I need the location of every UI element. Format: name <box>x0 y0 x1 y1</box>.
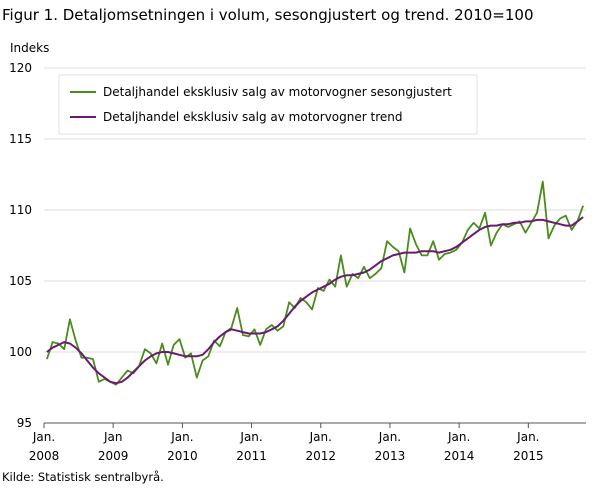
legend: Detaljhandel eksklusiv salg av motorvogn… <box>58 74 478 135</box>
gridlines <box>44 67 586 424</box>
x-tick-label-year: 2012 <box>305 449 336 463</box>
y-tick-label: 110 <box>9 203 32 217</box>
source-note: Kilde: Statistisk sentralbyrå. <box>2 470 164 484</box>
x-tick-label-month: Jan. <box>378 430 401 444</box>
legend-label-seasonal: Detaljhandel eksklusiv salg av motorvogn… <box>103 85 452 99</box>
y-tick-label: 95 <box>17 416 32 430</box>
x-tick-label-year: 2010 <box>167 449 198 463</box>
x-tick-label-month: Jan. <box>447 430 470 444</box>
x-tick-label-month: Jan. <box>309 430 332 444</box>
x-tick-label-year: 2008 <box>29 449 60 463</box>
x-tick-label-year: 2011 <box>236 449 267 463</box>
y-axis-unit-label: Indeks <box>10 41 50 55</box>
series-lines <box>46 180 584 386</box>
chart-title: Figur 1. Detaljomsetningen i volum, seso… <box>2 6 534 24</box>
y-tick-label: 115 <box>9 132 32 146</box>
x-tick-label-month: Jan. <box>32 430 55 444</box>
x-tick-label-month: Jan. <box>170 430 193 444</box>
x-tick-label-month: Jan <box>103 430 123 444</box>
x-tick-label-year: 2009 <box>98 449 129 463</box>
y-tick-label: 105 <box>9 274 32 288</box>
x-tick-label-year: 2013 <box>375 449 406 463</box>
y-tick-label: 120 <box>9 61 32 75</box>
x-tick-label-year: 2015 <box>513 449 544 463</box>
x-tick-label-year: 2014 <box>444 449 475 463</box>
series-line-seasonal <box>46 180 584 386</box>
x-tick-label-month: Jan. <box>516 430 539 444</box>
x-tick-label-month: Jan. <box>239 430 262 444</box>
y-axis-ticks: 95 100 105 110 115 120 <box>9 61 32 430</box>
y-tick-label: 100 <box>9 345 32 359</box>
legend-box <box>58 74 478 135</box>
legend-label-trend: Detaljhandel eksklusiv salg av motorvogn… <box>103 110 402 124</box>
series-line-trend <box>46 216 584 385</box>
x-axis-ticks: Jan. 2008 Jan 2009 Jan. 2010 Jan. 2011 Jan. 2012 J… <box>29 423 544 463</box>
